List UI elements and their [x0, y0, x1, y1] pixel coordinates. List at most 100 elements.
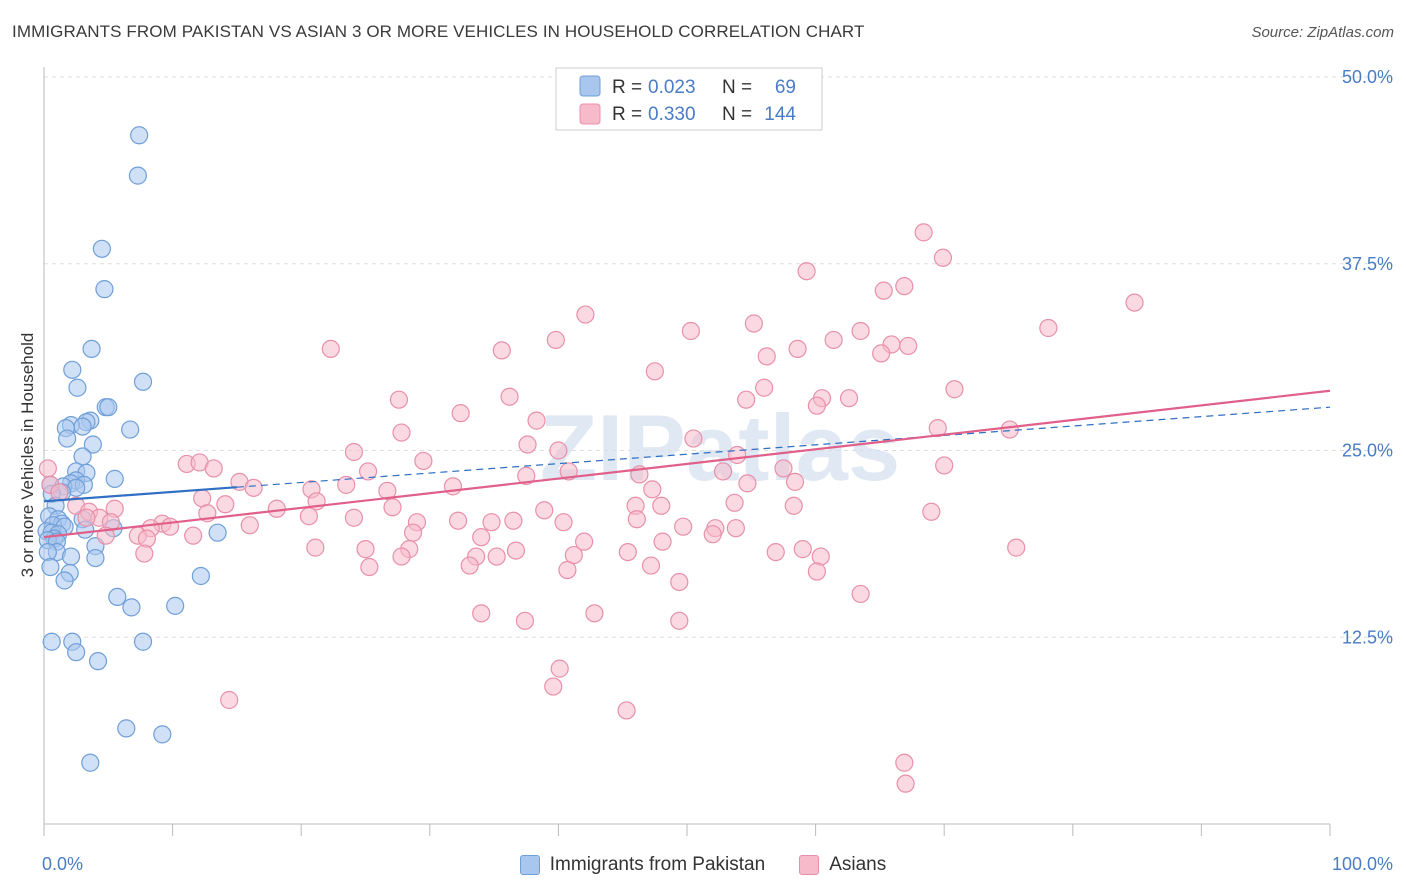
data-point	[737, 390, 756, 409]
legend-item-immigrants-from-pakistan: Immigrants from Pakistan	[519, 854, 765, 876]
data-point	[42, 632, 61, 651]
data-point	[899, 336, 918, 356]
data-point	[86, 548, 105, 568]
data-point	[487, 547, 506, 566]
data-point	[50, 483, 69, 502]
data-point	[99, 398, 118, 417]
data-point	[506, 541, 526, 560]
data-point	[933, 248, 953, 267]
data-point	[41, 557, 60, 577]
data-point	[448, 511, 468, 530]
data-point	[564, 545, 583, 565]
data-point	[82, 339, 101, 359]
data-point	[807, 396, 826, 415]
data-point	[360, 557, 379, 577]
y-tick-label: 12.5%	[1342, 627, 1393, 647]
legend-r-label-2: R =	[612, 104, 642, 125]
data-point	[641, 556, 661, 575]
data-point	[403, 523, 423, 542]
data-point	[785, 472, 805, 491]
data-point	[895, 753, 914, 772]
data-point	[133, 372, 153, 391]
data-point	[130, 126, 149, 145]
data-point	[544, 677, 563, 696]
data-point	[267, 499, 286, 518]
data-point	[500, 387, 519, 406]
data-point	[73, 417, 92, 436]
x-tick-label: 0.0%	[42, 854, 83, 874]
data-point	[627, 510, 646, 529]
source-label: Source: ZipAtlas.com	[1251, 24, 1394, 41]
data-point	[492, 341, 511, 360]
data-point	[575, 532, 594, 551]
data-point	[358, 462, 378, 481]
axes	[43, 67, 1331, 836]
data-point	[414, 451, 433, 471]
data-point	[166, 596, 185, 615]
data-point	[653, 532, 672, 551]
data-point	[383, 498, 402, 517]
data-point	[482, 513, 501, 532]
data-point	[851, 321, 870, 341]
data-point	[670, 572, 689, 592]
data-point	[184, 526, 203, 545]
data-point	[839, 389, 859, 408]
data-point	[88, 652, 108, 671]
data-point	[378, 481, 397, 500]
data-point	[643, 480, 662, 499]
data-point	[788, 339, 807, 359]
data-point	[55, 571, 74, 590]
legend-n-label-1: N =	[722, 77, 752, 98]
tick-labels: 12.5% 25.0% 37.5% 50.0% 0.0% 100.0%	[42, 67, 1393, 874]
data-point	[896, 774, 915, 793]
trend-line-asians	[43, 389, 1331, 539]
y-axis-label: 3 or more Vehicles in Household	[18, 333, 37, 578]
legend-r-label-1: R =	[612, 77, 642, 98]
data-point	[1039, 318, 1058, 338]
watermark: ZIPatlas	[540, 395, 901, 500]
data-point	[645, 362, 664, 381]
data-point	[137, 529, 156, 548]
trend-line-immigrants-from-pakistan-dashed	[236, 406, 1331, 488]
data-point	[652, 496, 671, 515]
data-point	[518, 435, 537, 454]
data-point	[460, 556, 479, 575]
trend-lines	[43, 389, 1331, 539]
gridlines	[44, 76, 1394, 638]
data-point	[928, 418, 947, 438]
y-tick-label: 25.0%	[1342, 441, 1393, 461]
data-point	[135, 544, 154, 563]
legend-label: Asians	[829, 854, 887, 875]
data-point	[755, 378, 774, 397]
data-point	[95, 280, 114, 299]
chart-title: IMMIGRANTS FROM PAKISTAN VS ASIAN 3 OR M…	[12, 22, 865, 41]
data-point	[472, 604, 491, 623]
data-point	[793, 540, 812, 559]
data-point	[389, 390, 409, 409]
data-point	[874, 281, 893, 300]
data-point	[117, 719, 136, 738]
data-point	[935, 456, 954, 475]
data-point	[784, 496, 803, 515]
data-point	[67, 643, 86, 662]
y-tick-label: 50.0%	[1342, 67, 1393, 87]
x-tick-label: 100.0%	[1332, 854, 1393, 874]
data-point	[244, 478, 263, 497]
data-point	[554, 513, 573, 532]
data-point	[133, 632, 153, 651]
data-point	[160, 517, 180, 536]
data-point	[344, 508, 364, 527]
data-point	[527, 411, 546, 430]
data-point	[872, 344, 891, 363]
data-point	[517, 466, 536, 485]
data-point	[392, 423, 411, 442]
data-point	[122, 598, 141, 617]
data-point	[356, 540, 375, 559]
data-point	[738, 474, 757, 493]
data-point	[728, 445, 747, 465]
data-point	[824, 330, 843, 350]
data-point	[38, 459, 57, 478]
data-point	[725, 493, 744, 512]
data-point	[61, 547, 81, 566]
